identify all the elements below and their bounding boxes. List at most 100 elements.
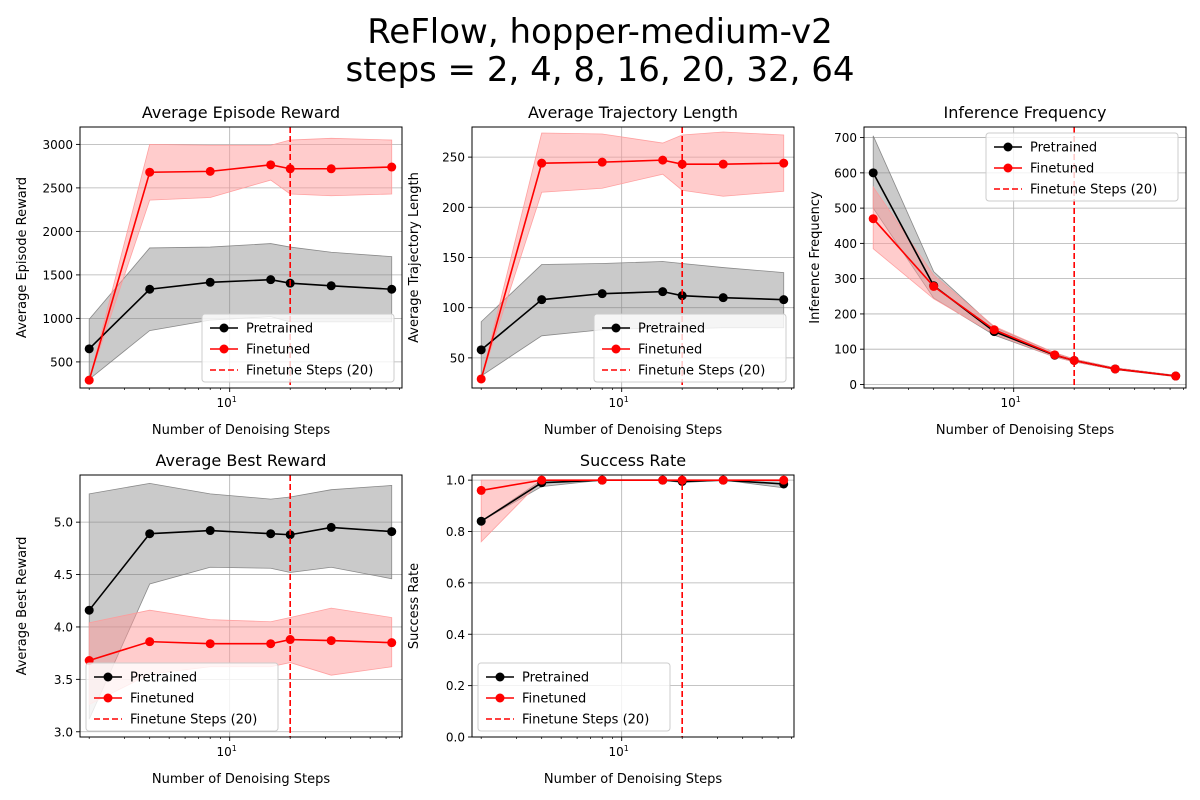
finetuned-point bbox=[387, 638, 397, 648]
legend-label: Finetune Steps (20) bbox=[246, 364, 373, 379]
legend: Pretrained Finetuned Finetune Steps (20) bbox=[985, 132, 1179, 202]
finetuned-point bbox=[537, 475, 547, 485]
legend: Pretrained Finetuned Finetune Steps (20) bbox=[593, 313, 787, 383]
axes-frame bbox=[471, 474, 795, 738]
x-axis-label: Number of Denoising Steps bbox=[152, 772, 330, 787]
legend-label: Finetune Steps (20) bbox=[522, 713, 649, 728]
subplot-title: Inference Frequency bbox=[944, 103, 1107, 122]
pretrained-point bbox=[537, 295, 547, 305]
y-tick-label: 5.0 bbox=[54, 516, 73, 530]
x-axis-label: Number of Denoising Steps bbox=[544, 423, 722, 438]
subplot-title: Average Trajectory Length bbox=[528, 103, 738, 122]
legend-swatch-marker bbox=[495, 693, 505, 703]
y-tick-label: 250 bbox=[442, 151, 465, 165]
plot-area bbox=[84, 475, 397, 737]
finetuned-point bbox=[266, 639, 276, 649]
y-tick-label: 4.0 bbox=[54, 620, 73, 634]
subplot-title: Average Best Reward bbox=[156, 451, 327, 470]
finetuned-point bbox=[1050, 350, 1060, 360]
y-tick-label: 400 bbox=[834, 237, 857, 251]
y-axis-label: Average Best Reward bbox=[15, 537, 30, 676]
x-axis-label: Number of Denoising Steps bbox=[152, 423, 330, 438]
finetuned-point bbox=[779, 158, 789, 168]
plot-area bbox=[476, 475, 789, 737]
y-tick-label: 1500 bbox=[42, 268, 73, 282]
y-tick-label: 0 bbox=[849, 378, 857, 392]
y-tick-label: 3.5 bbox=[54, 673, 73, 687]
y-tick-label: 100 bbox=[834, 343, 857, 357]
legend-label: Pretrained bbox=[246, 322, 313, 337]
legend-label: Pretrained bbox=[1030, 141, 1097, 156]
legend: Pretrained Finetuned Finetune Steps (20) bbox=[477, 662, 671, 732]
finetuned-point bbox=[145, 637, 155, 647]
legend-swatch-marker bbox=[611, 323, 621, 333]
x-tick-label: 101 bbox=[216, 395, 236, 410]
subplot-2: 101 50 100 150 200 250 Average Trajectory Leng… bbox=[407, 103, 795, 438]
pretrained-point bbox=[868, 168, 878, 178]
legend-label: Pretrained bbox=[130, 671, 197, 686]
legend: Pretrained Finetuned Finetune Steps (20) bbox=[85, 662, 279, 732]
subplot-4: 101 3.0 3.5 4.0 4.5 5.0 Average Best Reward Num… bbox=[15, 451, 403, 787]
legend-box bbox=[593, 313, 787, 383]
finetuned-point bbox=[266, 160, 276, 170]
y-tick-label: 200 bbox=[442, 201, 465, 215]
y-tick-label: 3.0 bbox=[54, 725, 73, 739]
legend-swatch-marker bbox=[103, 672, 113, 682]
finetuned-point bbox=[1110, 364, 1120, 374]
finetuned-point bbox=[989, 325, 999, 335]
x-tick-label: 101 bbox=[608, 744, 628, 759]
legend-label: Finetuned bbox=[638, 343, 702, 358]
finetuned-band bbox=[480, 479, 784, 543]
legend-swatch-marker bbox=[103, 693, 113, 703]
pretrained-point bbox=[326, 522, 336, 532]
legend-label: Finetune Steps (20) bbox=[130, 713, 257, 728]
pretrained-point bbox=[205, 526, 215, 536]
pretrained-point bbox=[779, 295, 789, 305]
pretrained-point bbox=[476, 345, 486, 355]
subplot-title: Success Rate bbox=[580, 451, 686, 470]
pretrained-point bbox=[145, 529, 155, 539]
y-tick-label: 500 bbox=[50, 355, 73, 369]
legend-swatch-marker bbox=[219, 344, 229, 354]
y-axis-label: Success Rate bbox=[407, 563, 422, 649]
pretrained-point bbox=[718, 293, 728, 303]
y-axis-label: Average Episode Reward bbox=[15, 177, 30, 338]
y-tick-label: 150 bbox=[442, 251, 465, 265]
x-axis-label: Number of Denoising Steps bbox=[936, 423, 1114, 438]
y-axis-label: Inference Frequency bbox=[808, 191, 823, 324]
x-axis-label: Number of Denoising Steps bbox=[544, 772, 722, 787]
y-tick-label: 0.2 bbox=[446, 679, 465, 693]
legend-swatch-marker bbox=[495, 672, 505, 682]
finetuned-point bbox=[476, 374, 486, 384]
finetuned-point bbox=[658, 475, 668, 485]
figure-title-line-1: ReFlow, hopper-medium-v2 bbox=[367, 12, 833, 52]
finetuned-point bbox=[779, 475, 789, 485]
pretrained-point bbox=[476, 516, 486, 526]
pretrained-point bbox=[84, 344, 94, 354]
y-tick-label: 0.8 bbox=[446, 525, 465, 539]
legend-label: Finetuned bbox=[246, 343, 310, 358]
finetuned-point bbox=[84, 375, 94, 385]
finetuned-point bbox=[1069, 355, 1079, 365]
pretrained-point bbox=[205, 277, 215, 287]
y-tick-label: 1000 bbox=[42, 312, 73, 326]
legend-label: Finetune Steps (20) bbox=[1030, 183, 1157, 198]
y-tick-label: 0.0 bbox=[446, 731, 465, 745]
finetuned-point bbox=[718, 475, 728, 485]
finetuned-point bbox=[205, 639, 215, 649]
y-tick-label: 1.0 bbox=[446, 474, 465, 488]
legend: Pretrained Finetuned Finetune Steps (20) bbox=[201, 313, 395, 383]
pretrained-point bbox=[658, 287, 668, 297]
finetuned-band bbox=[872, 185, 1177, 378]
finetuned-point bbox=[718, 159, 728, 169]
y-tick-label: 700 bbox=[834, 131, 857, 145]
legend-box bbox=[985, 132, 1179, 202]
subplot-1: 101 500 1000 1500 2000 2500 3000 Average Episod… bbox=[15, 103, 403, 438]
legend-swatch-marker bbox=[219, 323, 229, 333]
finetuned-point bbox=[537, 158, 547, 168]
finetuned-point bbox=[597, 157, 607, 167]
legend-swatch-marker bbox=[1003, 163, 1013, 173]
pretrained-band bbox=[88, 482, 393, 720]
x-tick-label: 101 bbox=[1000, 395, 1020, 410]
